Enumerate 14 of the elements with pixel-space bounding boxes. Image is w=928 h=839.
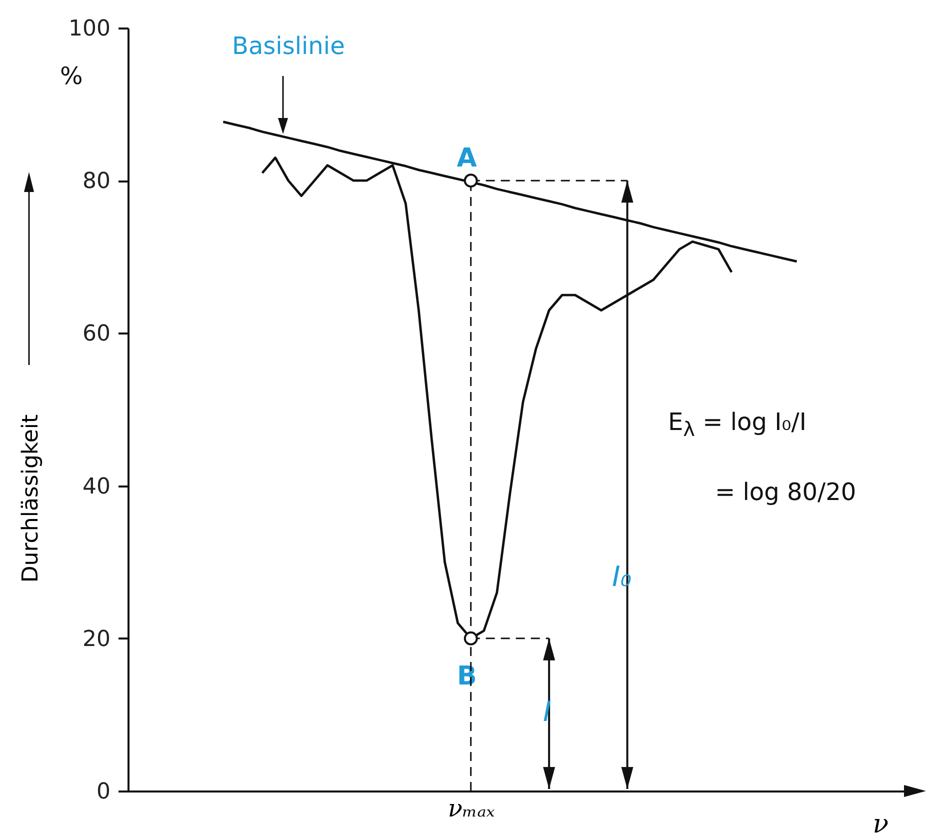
y-tick-label: 100	[68, 16, 110, 42]
y-tick-label: 80	[82, 169, 110, 194]
annotation: E$_{λ}$ = log I₀/I	[668, 408, 806, 441]
y-tick-label: 60	[82, 322, 110, 347]
x-axis-title: ν	[872, 810, 889, 839]
y-tick-label: 40	[82, 474, 110, 500]
text: %	[60, 62, 83, 90]
y-tick-label: 0	[96, 780, 110, 804]
annotation: A	[456, 144, 477, 174]
x-tick-label: νₘₐₓ	[448, 794, 496, 822]
y-axis-title: Durchlässigkeit	[18, 414, 44, 583]
y-tick-label: 20	[82, 626, 110, 652]
annotation: Basislinie	[232, 32, 345, 60]
annotation: = log 80/20	[715, 478, 856, 506]
